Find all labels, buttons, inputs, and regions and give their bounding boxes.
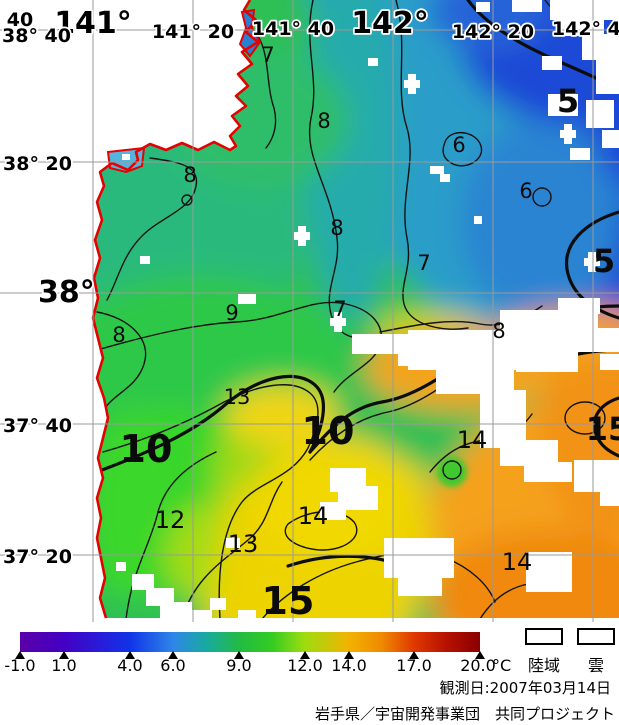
scale-tick-label: 17.0 bbox=[396, 656, 432, 675]
latitude-label: 38° bbox=[38, 275, 95, 310]
scale-tick-label: 12.0 bbox=[287, 656, 323, 675]
land-area bbox=[0, 0, 262, 622]
latitude-axis-labels: 38° 40 38° 20 38° 37° 40 37° 20 bbox=[0, 23, 96, 570]
scale-tick bbox=[59, 651, 69, 659]
contour-label: 10 bbox=[302, 409, 355, 453]
scale-tick bbox=[344, 651, 354, 659]
legend-land-label: 陸域 bbox=[527, 656, 561, 675]
contour-label: 8 bbox=[317, 109, 330, 133]
coastline bbox=[91, 0, 260, 619]
scale-tick-label: -1.0 bbox=[4, 656, 36, 675]
longitude-label: 142° 20 bbox=[452, 21, 534, 43]
scale-tick bbox=[168, 651, 178, 659]
contour-label: 14 bbox=[502, 548, 533, 576]
scale-tick-label: 1.0 bbox=[51, 656, 77, 675]
latitude-label: 37° 40 bbox=[3, 415, 72, 437]
scale-tick bbox=[475, 651, 485, 659]
scale-tick bbox=[234, 651, 244, 659]
contour-label: 13 bbox=[228, 530, 259, 558]
observation-date: 観測日:2007年03月14日 bbox=[439, 679, 611, 697]
contour-label: 8 bbox=[330, 216, 343, 240]
contour-label: 7 bbox=[417, 251, 430, 275]
contour-label: 8 bbox=[112, 323, 125, 347]
contour-label: 8 bbox=[492, 319, 505, 343]
longitude-label: 142° 40 bbox=[552, 18, 619, 40]
contour-label: 15 bbox=[586, 410, 619, 448]
latitude-label: 38° 20 bbox=[3, 153, 72, 175]
contour-label: 7 bbox=[261, 43, 274, 67]
longitude-label: 142° bbox=[351, 6, 429, 41]
longitude-axis-labels: 40 141° 141° 20 141° 40 142° 142° 20 142… bbox=[5, 4, 619, 45]
scale-unit-label: °C bbox=[492, 656, 512, 675]
contour-label: 14 bbox=[457, 426, 488, 454]
contour-label: 14 bbox=[298, 502, 329, 530]
project-credit: 岩手県／宇宙開発事業団 共同プロジェクト bbox=[314, 705, 615, 723]
longitude-label: 40 bbox=[7, 9, 33, 31]
scale-tick bbox=[300, 651, 310, 659]
scale-tick bbox=[15, 651, 25, 659]
contour-label: 6 bbox=[519, 179, 532, 203]
contour-label: 10 bbox=[120, 427, 173, 471]
contour-label: 5 bbox=[593, 242, 615, 280]
contour-label: 15 bbox=[262, 579, 315, 622]
sst-map: 7 8 6 5 8 6 8 7 5 9 7 8 8 13 10 10 14 15… bbox=[0, 0, 619, 622]
legend-land-box bbox=[525, 628, 563, 645]
cloud-patches bbox=[116, 0, 619, 619]
scale-tick-label: 20.0 bbox=[460, 656, 496, 675]
contour-value-labels: 7 8 6 5 8 6 8 7 5 9 7 8 8 13 10 10 14 15… bbox=[112, 43, 619, 622]
contour-label: 13 bbox=[224, 385, 251, 409]
temperature-color-scale bbox=[20, 632, 480, 652]
contour-label: 6 bbox=[452, 133, 465, 157]
contour-label: 12 bbox=[155, 506, 186, 534]
scale-tick-label: 4.0 bbox=[117, 656, 143, 675]
contour-label: 9 bbox=[225, 301, 238, 325]
legend-cloud-label: 雲 bbox=[587, 656, 605, 675]
scale-tick bbox=[409, 651, 419, 659]
contour-label: 5 bbox=[557, 82, 579, 120]
longitude-label: 141° 20 bbox=[152, 21, 234, 43]
scale-tick bbox=[125, 651, 135, 659]
legend-cloud-box bbox=[577, 628, 615, 645]
longitude-label: 141° bbox=[54, 6, 132, 41]
contour-label: 8 bbox=[183, 163, 196, 187]
graticule-grid bbox=[0, 0, 619, 622]
contour-label: 7 bbox=[333, 297, 346, 321]
latitude-label: 37° 20 bbox=[3, 546, 72, 568]
scale-tick-label: 9.0 bbox=[226, 656, 252, 675]
scale-tick-label: 14.0 bbox=[331, 656, 367, 675]
latitude-label: 38° 40 bbox=[2, 25, 71, 47]
scale-tick-label: 6.0 bbox=[160, 656, 186, 675]
longitude-label: 141° 40 bbox=[252, 18, 334, 40]
